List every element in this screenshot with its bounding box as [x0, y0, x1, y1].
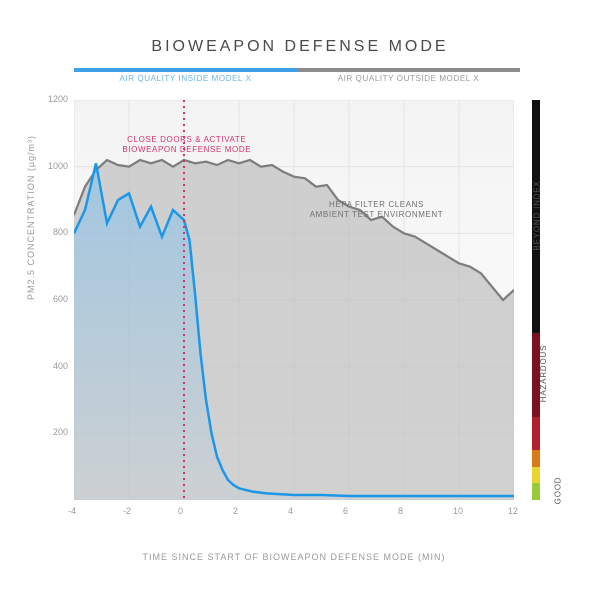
x-tick: 2	[233, 506, 238, 516]
x-axis-label: TIME SINCE START OF BIOWEAPON DEFENSE MO…	[74, 552, 514, 562]
y-tick: 800	[53, 227, 68, 237]
aqi-segment	[532, 417, 540, 450]
x-tick: 6	[343, 506, 348, 516]
plot-area	[74, 100, 514, 500]
y-tick: 1200	[48, 94, 68, 104]
y-tick: 1000	[48, 161, 68, 171]
legend-inside: AIR QUALITY INSIDE MODEL X	[74, 68, 297, 90]
legend-outside: AIR QUALITY OUTSIDE MODEL X	[297, 68, 520, 90]
y-tick: 200	[53, 427, 68, 437]
aqi-label: GOOD	[554, 476, 563, 504]
x-tick: 12	[508, 506, 518, 516]
y-tick: 400	[53, 361, 68, 371]
x-tick: -2	[123, 506, 131, 516]
aqi-segment	[532, 483, 540, 500]
aqi-segment	[532, 467, 540, 484]
y-tick: 600	[53, 294, 68, 304]
annotation-hepa-filter: HEPA FILTER CLEANSAMBIENT TEST ENVIRONME…	[307, 200, 447, 221]
x-tick: -4	[68, 506, 76, 516]
x-tick: 10	[453, 506, 463, 516]
x-tick: 0	[178, 506, 183, 516]
chart-title: BIOWEAPON DEFENSE MODE	[20, 20, 580, 68]
x-tick: 4	[288, 506, 293, 516]
aqi-label: HAZARDOUS	[539, 345, 548, 402]
aqi-segment	[532, 450, 540, 467]
y-axis-label: PM2.5 CONCENTRATION (µg/m³)	[26, 135, 36, 300]
plot-svg	[74, 100, 514, 500]
x-tick: 8	[398, 506, 403, 516]
chart-container: BIOWEAPON DEFENSE MODE AIR QUALITY INSID…	[20, 20, 580, 580]
aqi-index-bar	[532, 100, 540, 500]
annotation-close-doors: CLOSE DOORS & ACTIVATEBIOWEAPON DEFENSE …	[117, 135, 257, 156]
aqi-label: BEYOND INDEX	[532, 180, 541, 250]
legend: AIR QUALITY INSIDE MODEL X AIR QUALITY O…	[74, 68, 520, 90]
